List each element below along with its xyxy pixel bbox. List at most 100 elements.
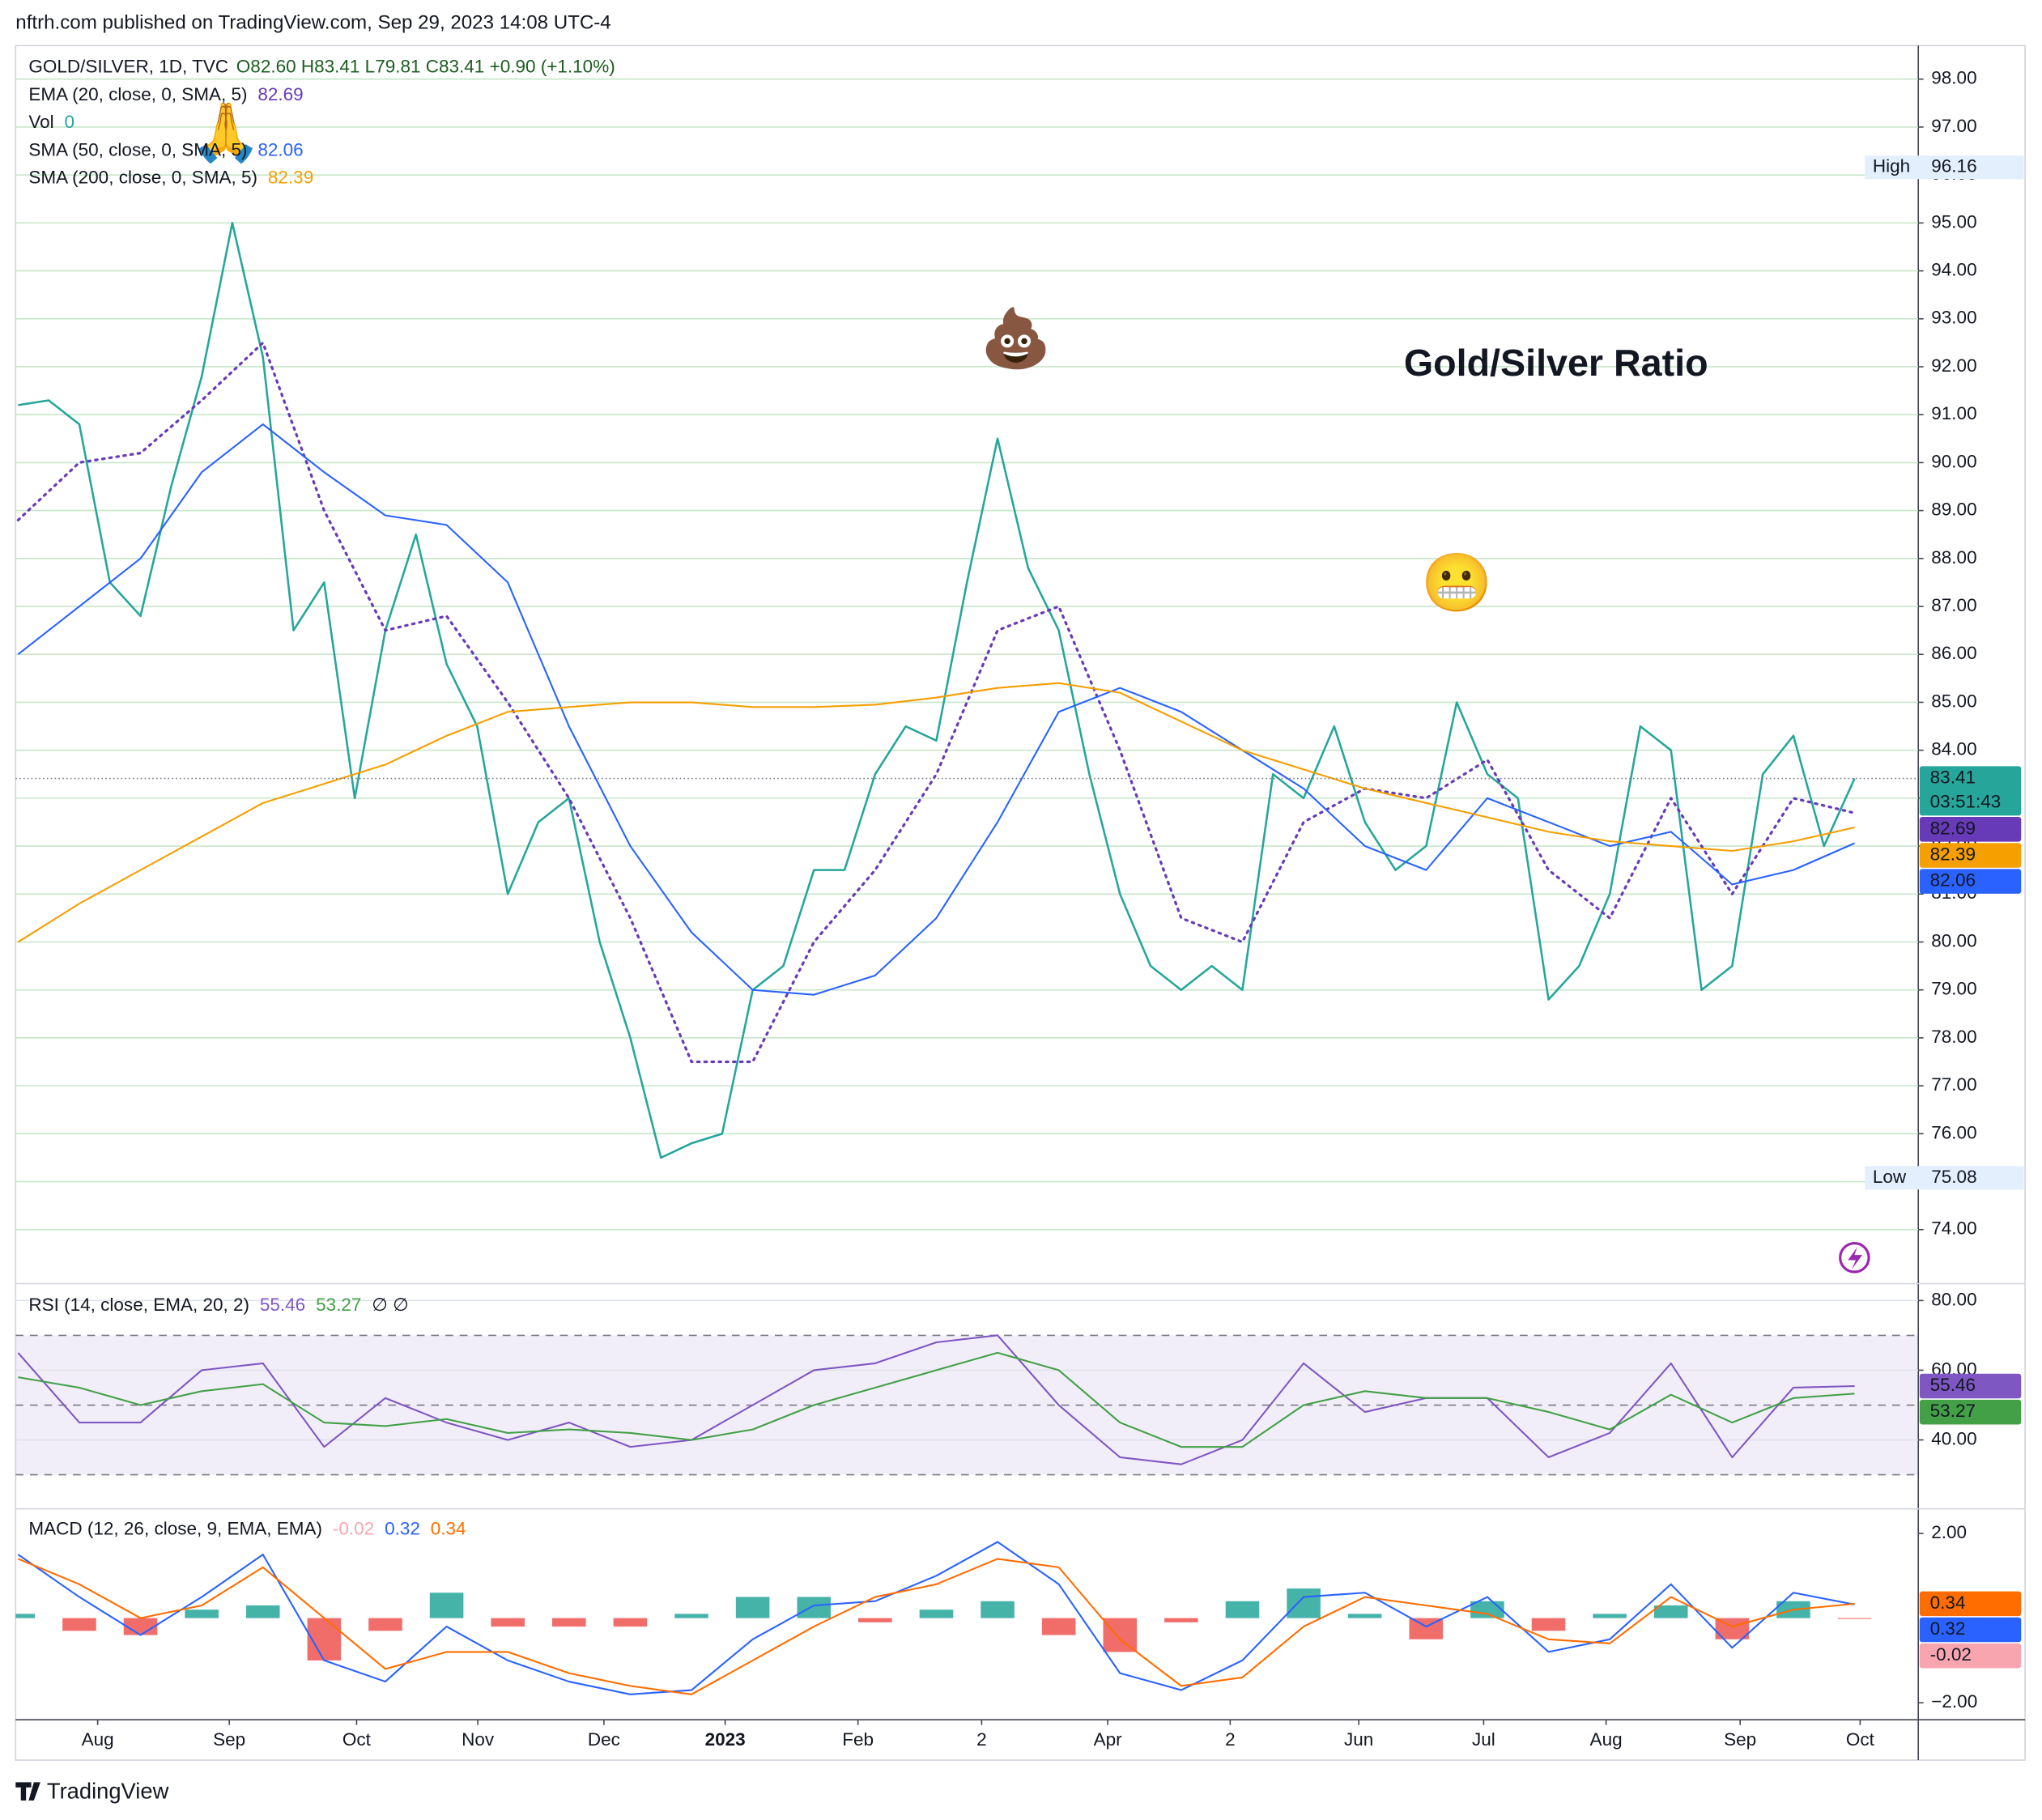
price-badge [1919,1399,2022,1425]
x-tick-label: Sep [213,1729,245,1750]
y-tick-label: 87.00 [1931,595,1976,615]
legend-name: SMA (200, close, 0, SMA, 5) [28,168,257,188]
y-tick-label: 79.00 [1931,979,1976,999]
legend-entry: SMA (50, close, 0, SMA, 5) 82.06 [28,139,303,159]
histogram-bar [123,1618,158,1635]
pane-1 [15,1299,1919,1476]
y-tick-label: 80.00 [1931,930,1976,950]
indicator-flags: ∅ ∅ [372,1295,408,1315]
x-tick-label: 2 [976,1729,987,1750]
price-line [18,222,1856,1159]
y-tick-label: 76.00 [1931,1122,1976,1142]
y-tick-label: 74.00 [1931,1218,1976,1239]
price-badge-label: 82.69 [1930,818,1976,838]
low-label: Low [1873,1167,1907,1187]
y-tick-label: 84.00 [1931,739,1976,759]
legend-name: SMA (50, close, 0, SMA, 5) [28,139,247,159]
chart-content: 74.0075.0076.0077.0078.0079.0080.0081.00… [15,57,2024,1750]
histogram-bar [1593,1614,1627,1618]
indicator-legend: MACD (12, 26, close, 9, EMA, EMA) -0.02 0.… [28,1518,466,1538]
indicator-name: MACD (12, 26, close, 9, EMA, EMA) [28,1518,322,1538]
indicator-value: 0.34 [431,1518,466,1538]
histogram-bar [245,1605,280,1618]
price-badge [1919,869,2022,894]
histogram-bar [981,1601,1015,1618]
legend-entry: SMA (200, close, 0, SMA, 5) 82.39 [28,168,313,188]
publish-header: nftrh.com published on TradingView.com, … [15,11,610,33]
price-badge-label: 82.06 [1930,870,1976,891]
price-badge [1919,1617,2022,1643]
pane-0 [15,78,1919,1231]
indicator-line [17,1558,1855,1695]
y-tick-label: 92.00 [1931,355,1976,376]
histogram-bar [1837,1618,1872,1619]
price-badge-label: 0.32 [1930,1618,1966,1639]
emoji-annotation: 💩 [981,305,1052,371]
histogram-bar [1041,1618,1076,1635]
price-badge [1919,843,2022,868]
price-badge-label: 53.27 [1930,1401,1976,1421]
indicator-line [17,423,1855,996]
y-tick-label: 78.00 [1931,1027,1976,1047]
histogram-bar [1287,1588,1321,1618]
y-tick-label: 95.00 [1931,211,1976,232]
price-badge-label: 83.41 [1930,768,1976,788]
y-tick-label: 94.00 [1931,260,1976,280]
frame [15,45,2026,1761]
y-tick-label: 85.00 [1931,691,1976,711]
indicator-line [18,1351,1855,1448]
histogram-bar [613,1618,648,1627]
histogram-bar [491,1618,525,1627]
legend-value: 82.69 [257,84,303,104]
price-badge-label: 55.46 [1930,1375,1976,1395]
tv-logo [15,1782,40,1801]
y-tick-label: 89.00 [1931,500,1976,520]
legend-value: 0 [65,112,75,132]
emoji-annotation: 🙏 [190,100,262,164]
x-tick-label: 2023 [705,1729,746,1750]
high-label: High [1873,156,1910,176]
histogram-bar [1103,1618,1138,1652]
legend-name: Vol [28,112,53,132]
histogram-bar [1470,1601,1504,1618]
histogram-bar [1653,1605,1688,1618]
price-badge [1919,1591,2022,1617]
legend-symbol-name: GOLD/SILVER, 1D, TVC [28,57,228,77]
countdown-label: 03:51:43 [1930,791,2002,811]
indicator-value: 55.46 [260,1295,305,1315]
histogram-bar [185,1610,219,1618]
x-tick-label: Sep [1724,1729,1756,1750]
indicator-legend: RSI (14, close, EMA, 20, 2) 55.46 53.27 ∅ ∅ [28,1295,408,1315]
x-tick-label: Oct [342,1729,372,1750]
y-tick-label: 93.00 [1931,308,1976,328]
y-tick-label: 86.00 [1931,643,1976,663]
legend-value: 82.06 [257,139,303,159]
y-tick-label: 80.00 [1931,1289,1976,1309]
histogram-bar [15,1614,36,1618]
legend-name: EMA (20, close, 0, SMA, 5) [28,84,247,104]
price-badge-label: -0.02 [1930,1644,1972,1665]
y-tick-label: 40.00 [1931,1429,1976,1449]
histogram-bar [368,1618,402,1631]
indicator-name: RSI (14, close, EMA, 20, 2) [28,1295,249,1315]
histogram-bar [552,1618,586,1627]
x-tick-label: Aug [82,1729,114,1750]
legend-ohlc: O82.60 H83.41 L79.81 C83.41 +0.90 (+1.10… [236,57,615,77]
x-tick-label: Oct [1846,1729,1875,1750]
legend-symbol: GOLD/SILVER, 1D, TVC O82.60 H83.41 L79.81… [28,57,615,77]
footer-brand: TradingView [47,1778,169,1803]
y-tick-label: 77.00 [1931,1074,1976,1095]
histogram-bar [919,1610,954,1618]
x-tick-label: Aug [1590,1729,1623,1750]
histogram-bar [674,1614,708,1618]
indicator-line [16,341,1857,1064]
chart-title: Gold/Silver Ratio [1404,342,1708,384]
histogram-bar [1531,1618,1566,1631]
y-tick-label: 88.00 [1931,547,1976,568]
x-tick-label: Nov [462,1729,495,1750]
y-tick-label: 97.00 [1931,116,1976,136]
x-tick-label: 2 [1225,1729,1236,1750]
x-tick-label: Jul [1472,1729,1495,1750]
alert-icon[interactable] [1839,1242,1870,1274]
